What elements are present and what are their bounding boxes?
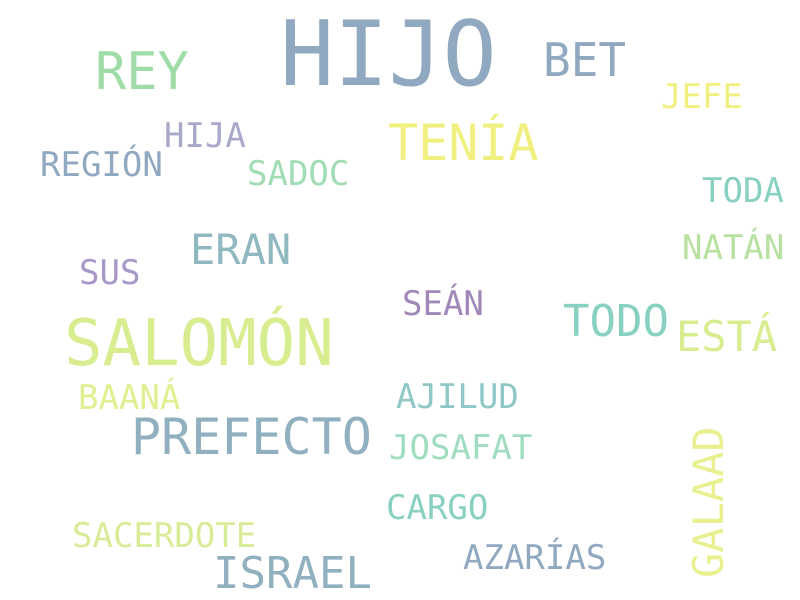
word-todo: TODO — [563, 296, 669, 347]
word-tenia: TENÍA — [388, 114, 539, 172]
word-josafat: JOSAFAT — [389, 428, 533, 468]
word-rey: REY — [95, 42, 189, 102]
word-esta: ESTÁ — [676, 312, 778, 361]
word-sacerdote: SACERDOTE — [72, 516, 257, 556]
word-natan: NATÁN — [682, 228, 785, 268]
word-ajilud: AJILUD — [396, 377, 519, 417]
word-hija: HIJA — [164, 116, 246, 156]
word-sean: SEÁN — [402, 284, 484, 324]
word-prefecto: PREFECTO — [131, 408, 372, 466]
word-israel: ISRAEL — [213, 548, 372, 599]
word-sus: SUS — [79, 253, 141, 293]
word-galaad: GALAAD — [684, 426, 733, 578]
word-bet: BET — [543, 33, 627, 87]
word-toda: TODA — [702, 171, 784, 211]
word-azarias: AZARÍAS — [463, 538, 607, 578]
word-eran: ERAN — [190, 225, 292, 274]
word-hijo: HIJO — [280, 2, 497, 107]
word-sadoc: SADOC — [247, 154, 350, 194]
word-jefe: JEFE — [661, 77, 743, 117]
word-salomon: SALOMÓN — [64, 307, 334, 381]
word-baana: BAANÁ — [78, 378, 181, 418]
word-cargo: CARGO — [386, 488, 489, 528]
word-region: REGIÓN — [40, 145, 163, 185]
